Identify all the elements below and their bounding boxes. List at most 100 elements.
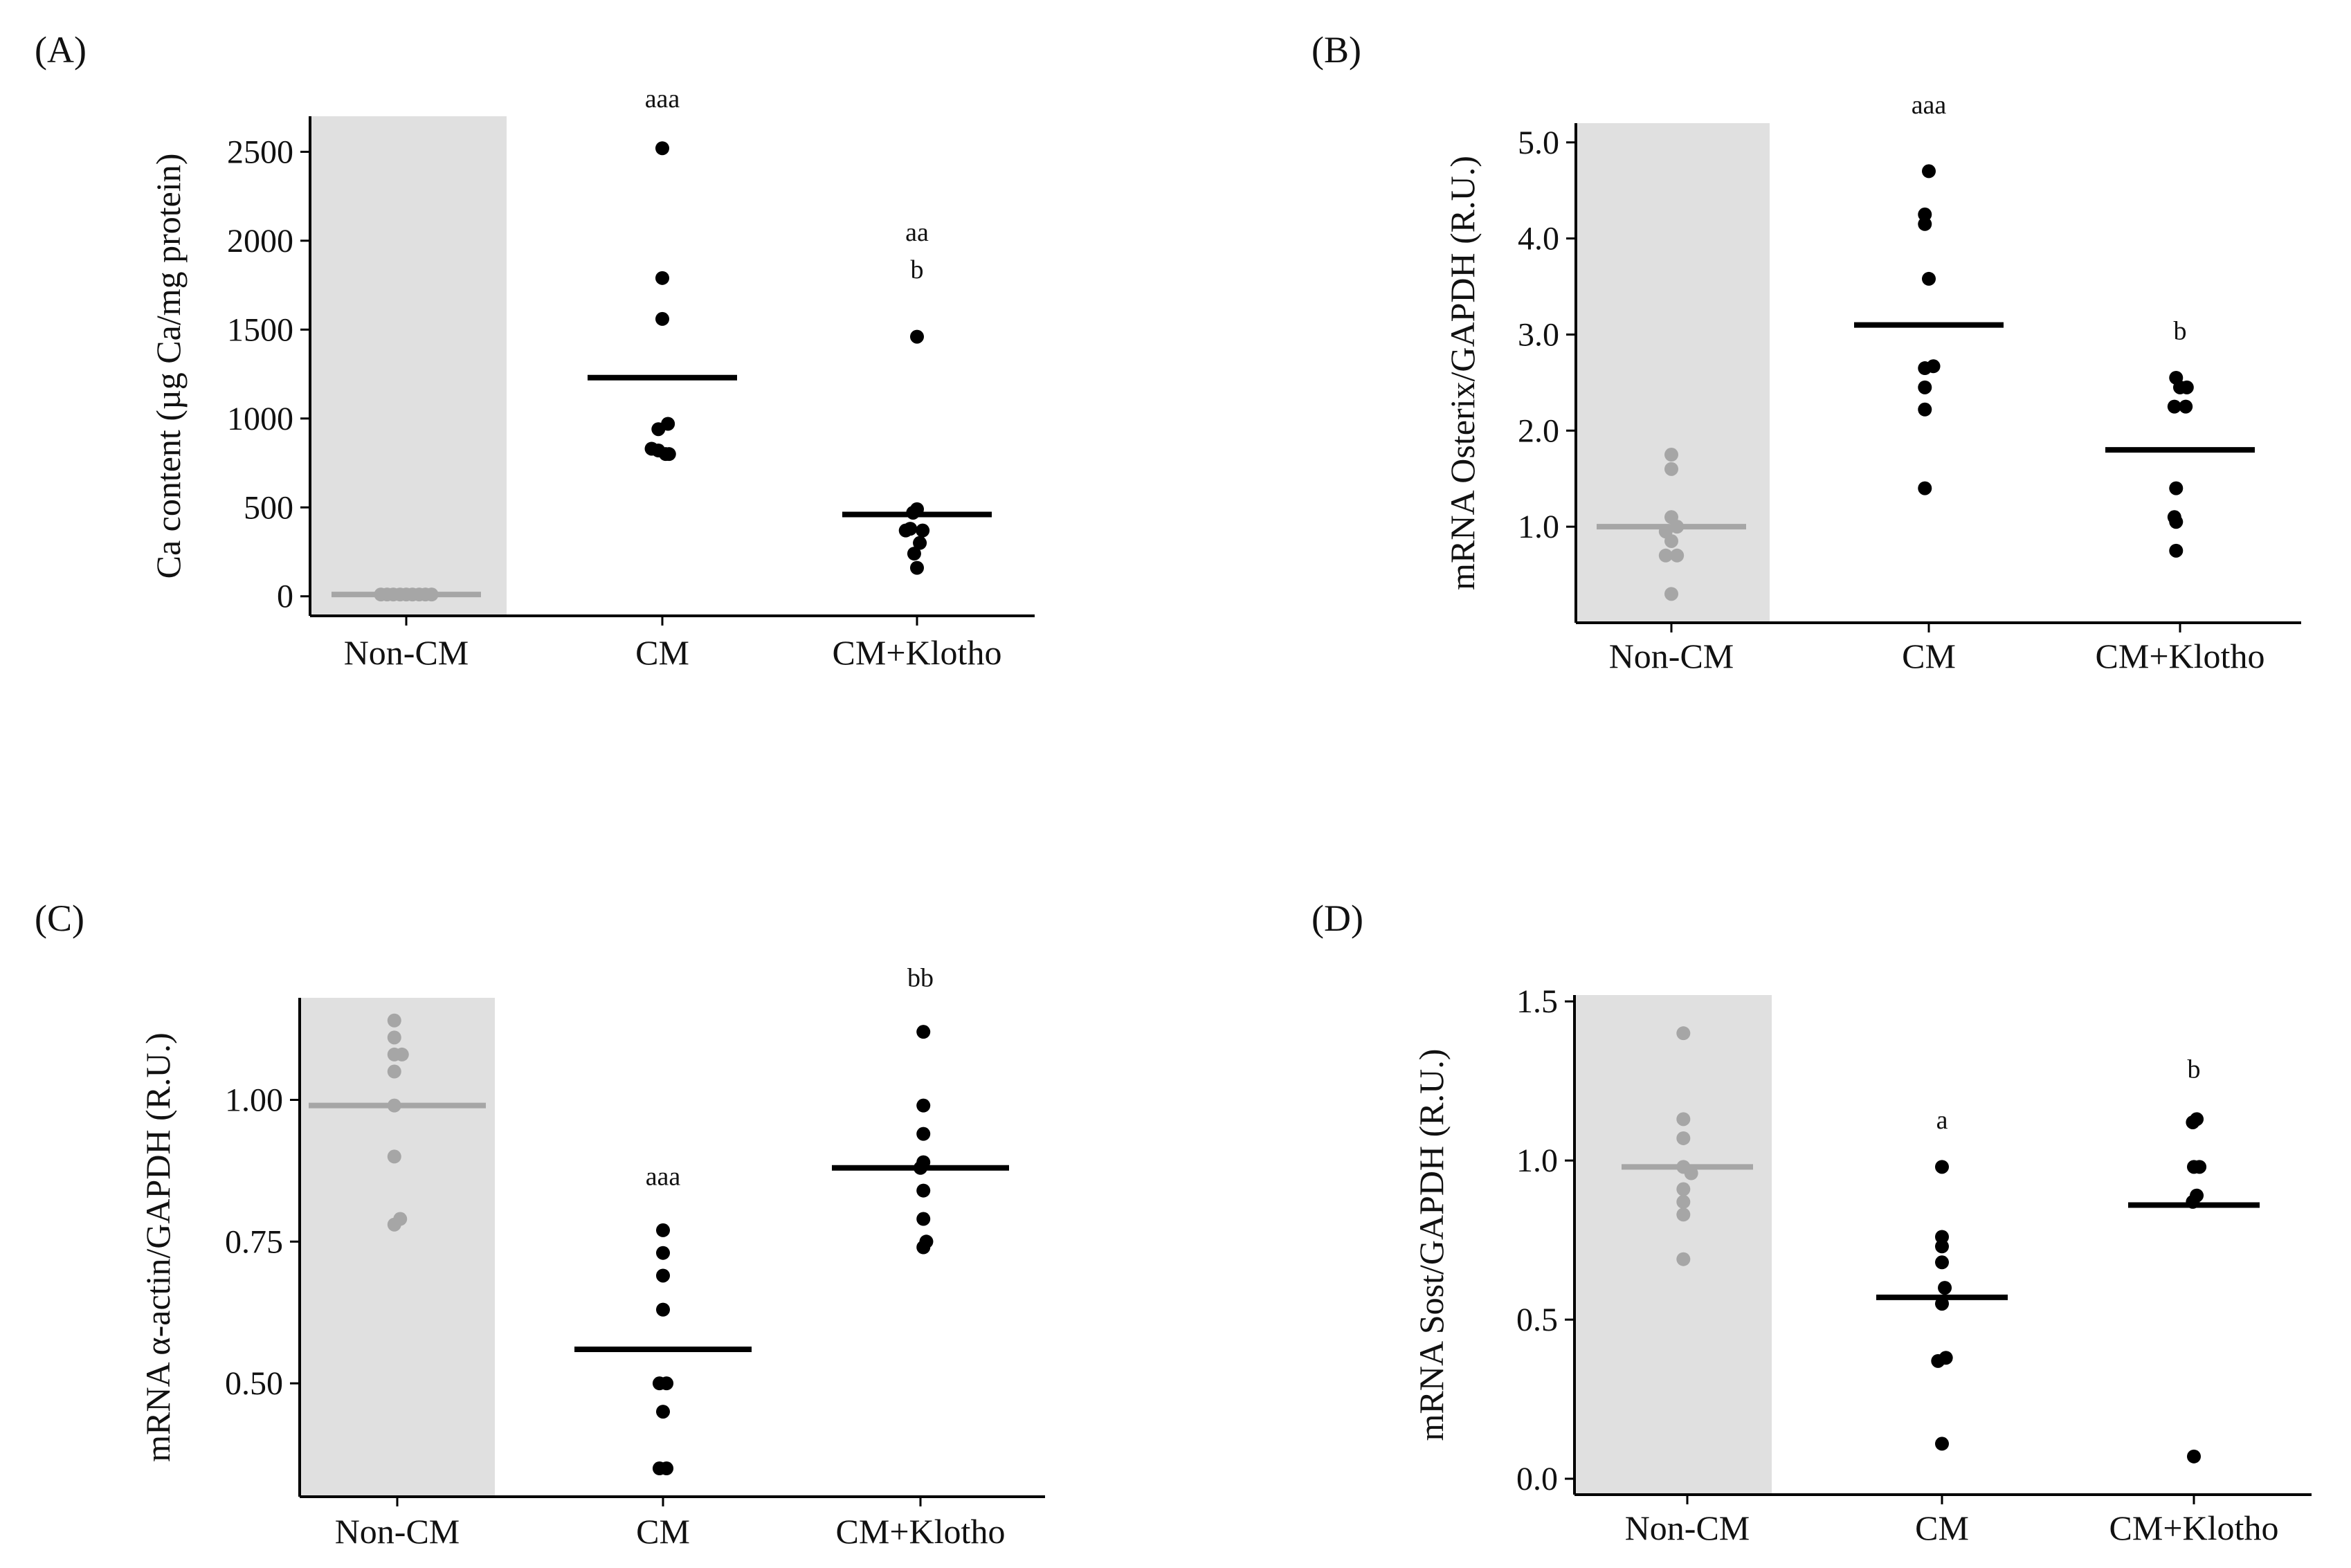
y-tick-label: 0.50 bbox=[225, 1365, 283, 1402]
y-axis-title: mRNA α-actin/GAPDH (R.U.) bbox=[138, 1032, 177, 1462]
data-point bbox=[2187, 1449, 2201, 1464]
data-point bbox=[655, 311, 669, 326]
data-point bbox=[1935, 1239, 1949, 1254]
data-point bbox=[916, 1183, 931, 1198]
data-point bbox=[660, 1461, 674, 1476]
data-point bbox=[387, 1149, 401, 1164]
data-point bbox=[2193, 1160, 2207, 1174]
control-region-shade bbox=[300, 998, 495, 1497]
data-point bbox=[1938, 1281, 1952, 1295]
data-point bbox=[387, 1030, 401, 1045]
significance-label: a bbox=[1936, 1106, 1948, 1135]
data-point bbox=[394, 1047, 409, 1061]
x-category-label: CM+Klotho bbox=[836, 1512, 1006, 1551]
y-axis-title: Ca content (µg Ca/mg protein) bbox=[149, 154, 188, 579]
data-point bbox=[1918, 217, 1932, 231]
data-point bbox=[916, 1127, 931, 1141]
control-region-shade bbox=[1574, 995, 1772, 1495]
significance-label: bb bbox=[907, 964, 934, 993]
data-point bbox=[1935, 1160, 1949, 1174]
data-point bbox=[656, 1223, 670, 1237]
x-category-label: Non-CM bbox=[335, 1512, 460, 1551]
y-tick-label: 1500 bbox=[227, 311, 293, 348]
data-point bbox=[1918, 380, 1932, 394]
y-tick-label: 2000 bbox=[227, 223, 293, 259]
y-tick-label: 3.0 bbox=[1518, 316, 1559, 353]
y-tick-label: 0.0 bbox=[1516, 1461, 1558, 1497]
data-point bbox=[1939, 1351, 1953, 1365]
y-tick-label: 1000 bbox=[227, 401, 293, 437]
data-point bbox=[1918, 402, 1932, 417]
data-point bbox=[1926, 359, 1941, 374]
significance-label: aaa bbox=[1912, 91, 1947, 120]
significance-label: aaa bbox=[645, 84, 680, 113]
data-point bbox=[387, 1013, 401, 1028]
data-point bbox=[1676, 1182, 1691, 1196]
data-point bbox=[916, 523, 930, 538]
data-point bbox=[1664, 448, 1678, 462]
data-point bbox=[1664, 587, 1678, 601]
y-tick-label: 0.75 bbox=[225, 1223, 283, 1260]
data-point bbox=[662, 447, 676, 462]
y-tick-label: 2.0 bbox=[1518, 412, 1559, 449]
data-point bbox=[2169, 543, 2184, 558]
y-tick-label: 5.0 bbox=[1518, 125, 1559, 161]
data-point bbox=[1676, 1207, 1691, 1222]
data-point bbox=[1658, 548, 1673, 563]
data-point bbox=[387, 1064, 401, 1079]
y-axis-title: mRNA Sost/GAPDH (R.U.) bbox=[1412, 1049, 1451, 1441]
y-tick-label: 1.0 bbox=[1516, 1142, 1558, 1179]
data-point bbox=[916, 1240, 931, 1255]
data-point bbox=[1935, 1437, 1949, 1451]
data-point bbox=[1676, 1252, 1691, 1266]
data-point bbox=[2167, 399, 2181, 414]
y-tick-label: 2500 bbox=[227, 134, 293, 170]
y-tick-label: 500 bbox=[244, 489, 293, 526]
data-point bbox=[2179, 380, 2194, 394]
significance-label: aaa bbox=[646, 1162, 681, 1191]
significance-label: aa bbox=[905, 218, 929, 247]
y-tick-label: 1.0 bbox=[1518, 509, 1559, 545]
data-point bbox=[651, 422, 666, 437]
data-point bbox=[1664, 462, 1678, 476]
x-category-label: CM+Klotho bbox=[833, 633, 1002, 672]
data-point bbox=[655, 141, 669, 156]
y-tick-label: 0.5 bbox=[1516, 1302, 1558, 1338]
panel-label: (A) bbox=[35, 29, 87, 71]
data-point bbox=[1676, 1112, 1691, 1127]
x-category-label: CM bbox=[1915, 1508, 1969, 1547]
data-point bbox=[1935, 1255, 1949, 1270]
x-category-label: Non-CM bbox=[344, 633, 469, 672]
data-point bbox=[656, 1302, 670, 1317]
x-category-label: CM+Klotho bbox=[2096, 637, 2265, 675]
significance-label: b bbox=[911, 255, 924, 284]
data-point bbox=[1935, 1230, 1949, 1244]
x-category-label: CM bbox=[635, 633, 689, 672]
panel-label: (C) bbox=[35, 897, 84, 939]
data-point bbox=[916, 1098, 931, 1113]
data-point bbox=[1922, 164, 1936, 179]
x-category-label: CM+Klotho bbox=[2109, 1508, 2279, 1547]
data-point bbox=[913, 536, 927, 550]
data-point bbox=[898, 523, 913, 538]
data-point bbox=[907, 547, 921, 561]
data-point bbox=[2169, 481, 2184, 495]
data-point bbox=[910, 329, 924, 344]
panel-label: (D) bbox=[1311, 897, 1363, 939]
data-point bbox=[2167, 510, 2181, 525]
control-region-shade bbox=[310, 116, 507, 616]
data-point bbox=[1918, 207, 1932, 221]
data-point bbox=[1664, 534, 1678, 548]
panel-label: (B) bbox=[1311, 29, 1361, 71]
y-tick-label: 0 bbox=[277, 578, 293, 615]
data-point bbox=[1684, 1166, 1698, 1180]
data-point bbox=[1676, 1194, 1691, 1209]
data-point bbox=[1935, 1297, 1949, 1311]
data-point bbox=[916, 1025, 931, 1039]
data-point bbox=[656, 1405, 670, 1419]
significance-label: b bbox=[2174, 316, 2187, 345]
data-point bbox=[652, 1376, 666, 1391]
data-point bbox=[1918, 481, 1932, 495]
y-axis-title: mRNA Osterix/GAPDH (R.U.) bbox=[1443, 156, 1482, 590]
